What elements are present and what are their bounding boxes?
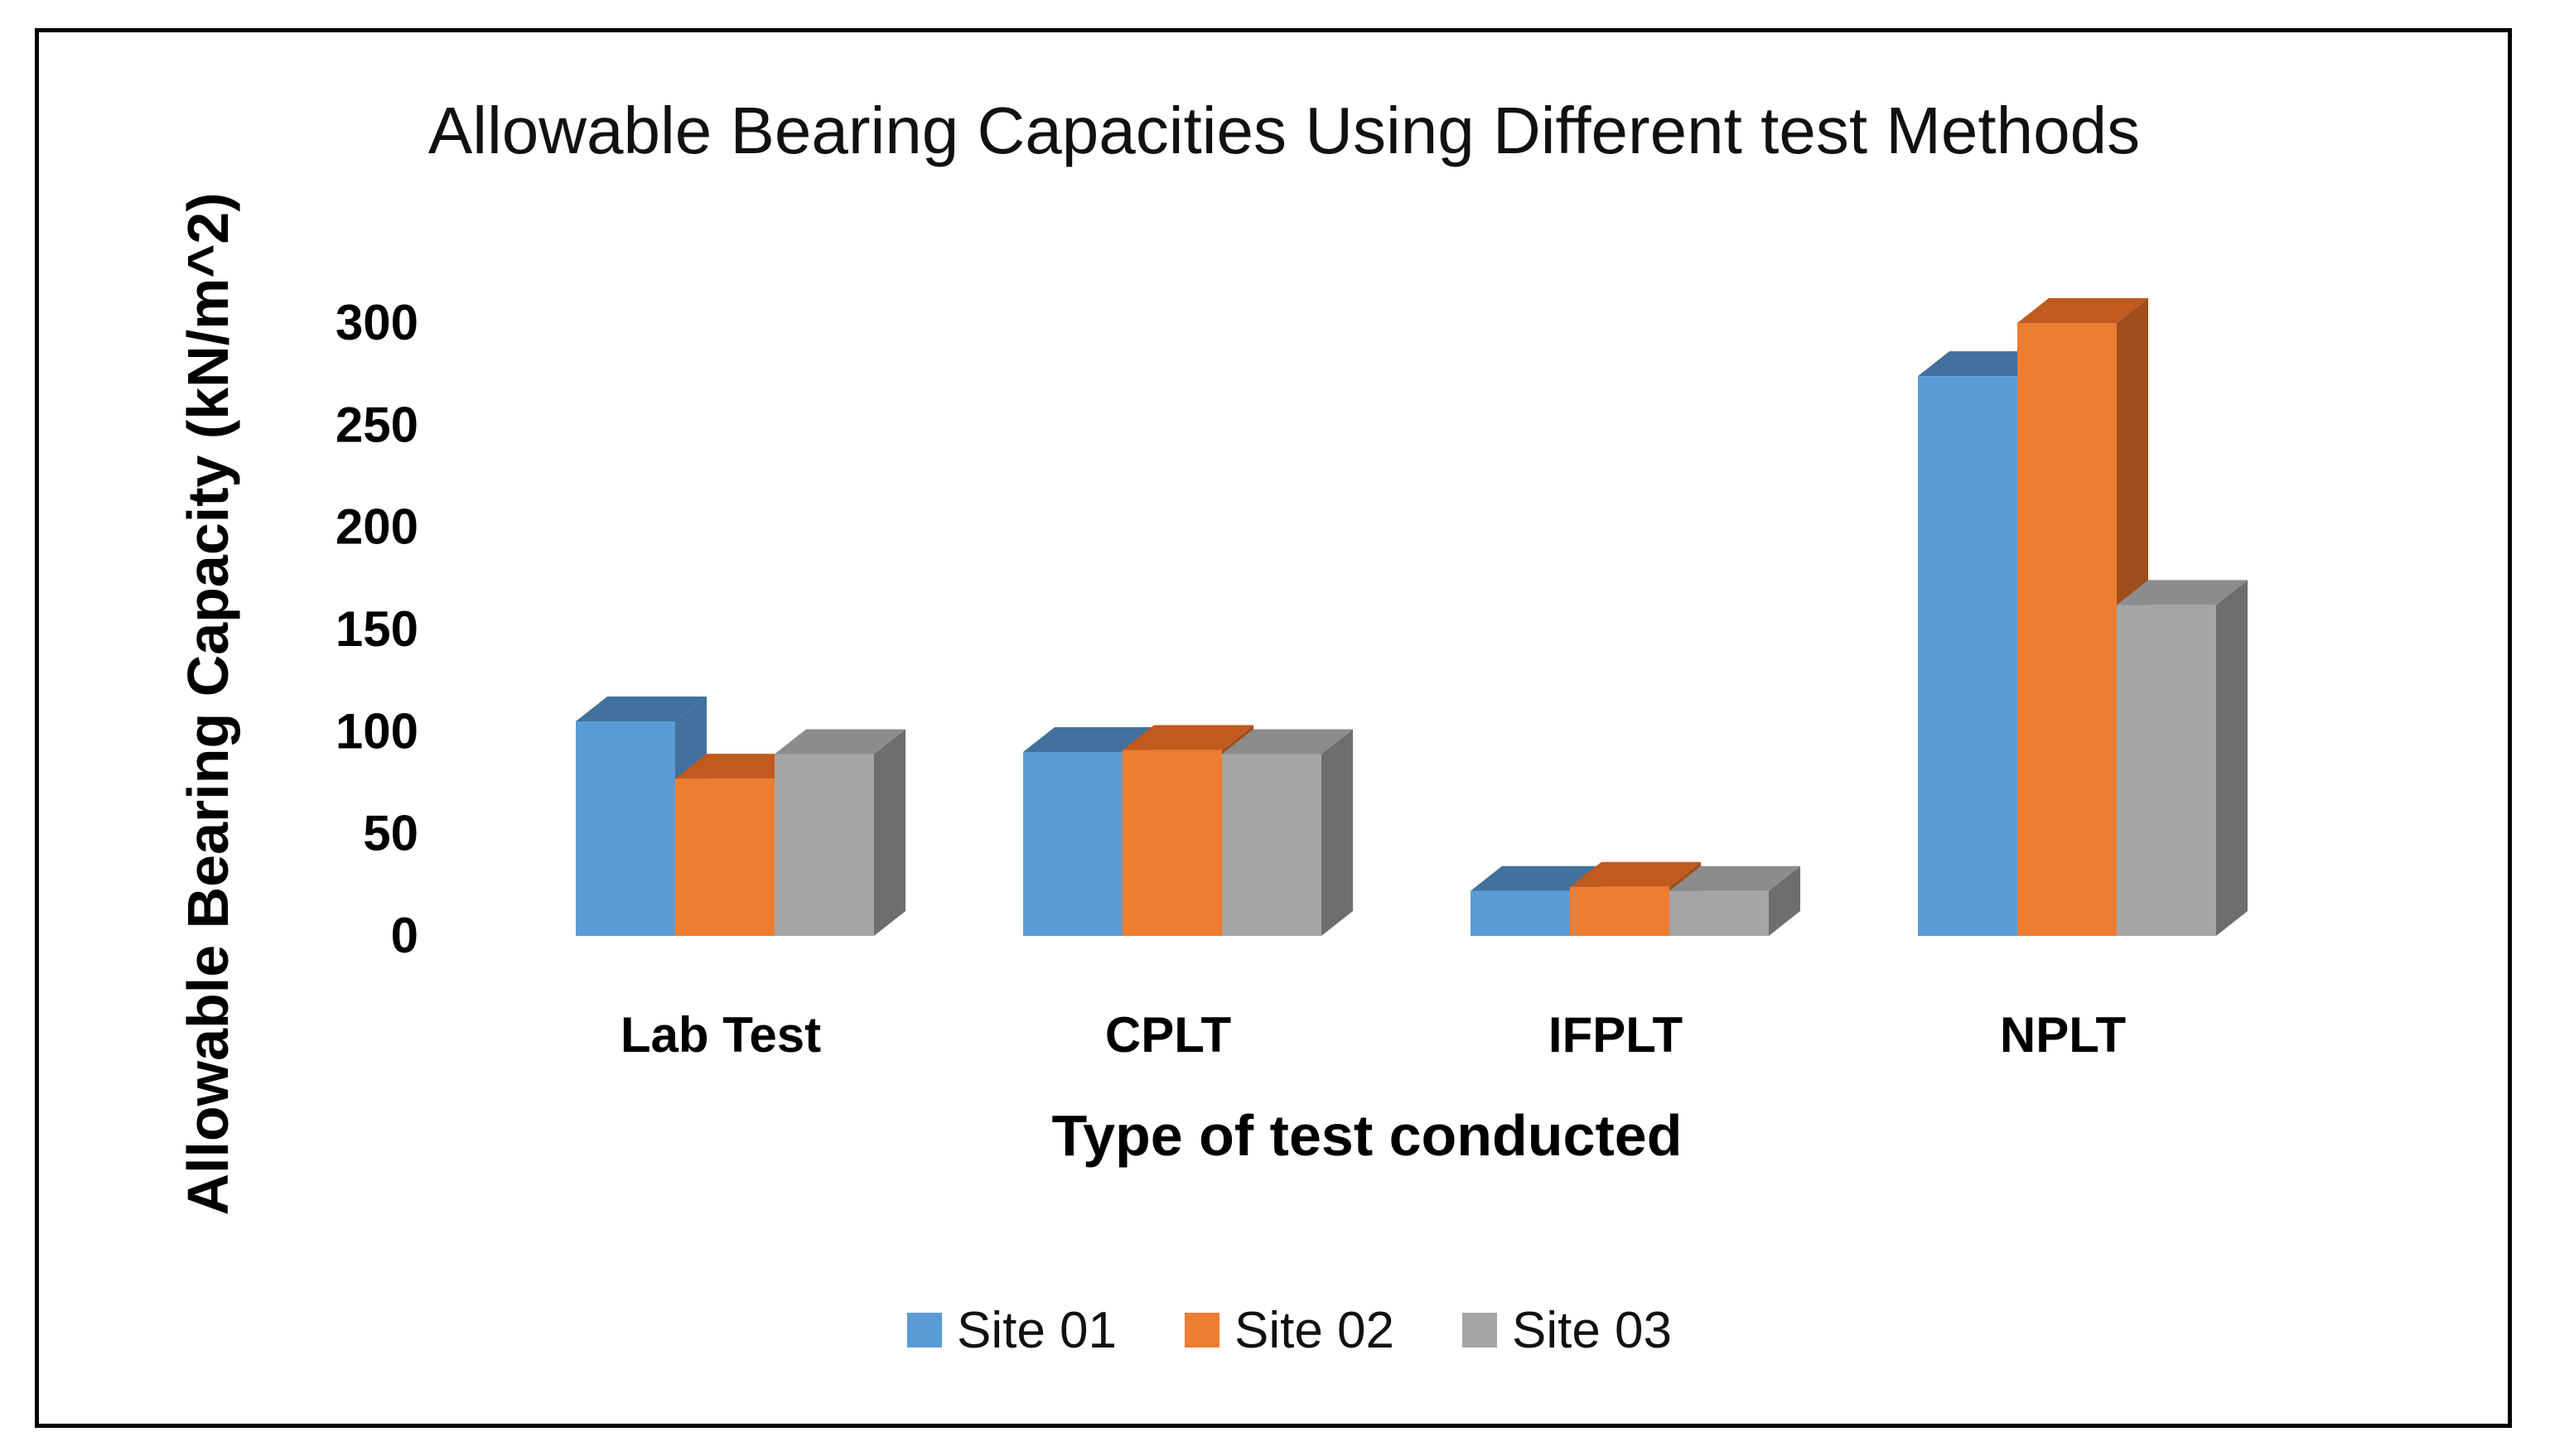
y-tick-label: 300 [336, 295, 418, 350]
category-label: IFPLT [1548, 1007, 1683, 1063]
bar-top-face [2117, 580, 2248, 605]
bar-front-face [1123, 750, 1222, 936]
bar-top-face [576, 697, 707, 721]
legend-label: Site 03 [1512, 1302, 1672, 1359]
bar-site-03-cplt[interactable] [1222, 729, 1353, 936]
x-axis-label: Type of test conducted [1052, 1103, 1683, 1168]
legend-swatch [1462, 1313, 1497, 1348]
y-tick-label: 200 [336, 499, 418, 555]
bar-top-face [2017, 298, 2148, 323]
category-label: Lab Test [621, 1007, 821, 1063]
legend[interactable]: Site 01 Site 02 Site 03 [907, 1302, 1672, 1359]
bar-front-face [1471, 890, 1570, 936]
bar-side-face [874, 729, 906, 936]
legend-item[interactable]: Site 01 [907, 1302, 1117, 1359]
bar-front-face [1023, 752, 1123, 936]
bar-top-face [1222, 729, 1353, 755]
legend-item[interactable]: Site 03 [1462, 1302, 1672, 1359]
bar-front-face [775, 754, 874, 936]
bar-side-face [1321, 729, 1353, 936]
category-label: NPLT [2000, 1007, 2126, 1063]
y-tick-label: 50 [363, 806, 418, 861]
legend-item[interactable]: Site 02 [1185, 1302, 1394, 1359]
bar-top-face [1023, 727, 1154, 752]
bar-front-face [2117, 605, 2216, 936]
bar-top-face [1471, 865, 1601, 891]
bar-site-03-nplt[interactable] [2117, 580, 2248, 936]
legend-label: Site 02 [1234, 1302, 1394, 1359]
bar-front-face [1570, 886, 1669, 936]
chart-title: Allowable Bearing Capacities Using Diffe… [428, 94, 2140, 167]
bar-side-face [2216, 580, 2248, 936]
bar-side-face [1769, 865, 1800, 936]
y-tick-label: 150 [336, 601, 418, 657]
bar-top-face [675, 754, 806, 779]
bar-top-face [1123, 725, 1253, 750]
bar-front-face [675, 779, 775, 936]
bar-front-face [1918, 376, 2017, 937]
bar-site-03-ifplt[interactable] [1669, 865, 1800, 936]
bar-site-03-lab-test[interactable] [775, 729, 906, 936]
bar-top-face [1918, 351, 2049, 377]
y-axis-label: Allowable Bearing Capacity (kN/m^2) [176, 192, 240, 1215]
category-label: CPLT [1105, 1007, 1231, 1063]
x-axis-categories: Lab Test CPLT IFPLT NPLT [621, 1007, 2126, 1063]
y-tick-label: 0 [391, 908, 418, 963]
legend-label: Site 01 [957, 1302, 1117, 1359]
bars [576, 298, 2248, 937]
bar-top-face [1570, 861, 1701, 887]
y-tick-label: 100 [336, 703, 418, 759]
bar-top-face [775, 729, 906, 755]
legend-swatch [1185, 1313, 1219, 1348]
y-tick-label: 250 [336, 397, 418, 452]
bar-front-face [1669, 890, 1769, 936]
bar-front-face [2017, 323, 2117, 936]
bar-top-face [1669, 865, 1800, 891]
y-axis-ticks: 0 50 100 150 200 250 300 [336, 295, 418, 963]
bar-front-face [576, 721, 675, 936]
legend-swatch [907, 1313, 942, 1348]
bar-front-face [1222, 754, 1321, 936]
